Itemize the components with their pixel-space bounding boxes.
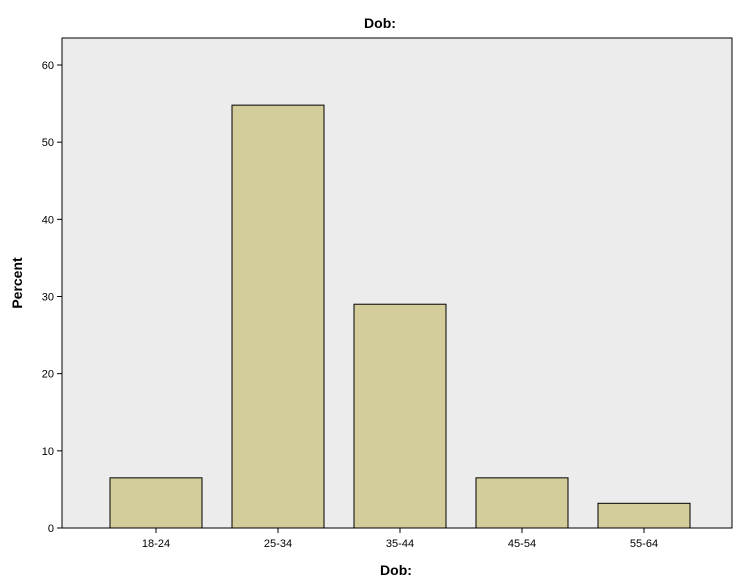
x-tick-label: 18-24 xyxy=(142,538,170,550)
y-tick-label: 60 xyxy=(42,60,54,72)
bar-55-64 xyxy=(597,502,691,529)
bar-35-44 xyxy=(353,303,447,529)
chart-title: Dob: xyxy=(364,15,396,31)
x-axis-ticks: 18-24 25-34 35-44 45-54 55-64 xyxy=(142,528,658,550)
x-tick-label: 45-54 xyxy=(508,538,536,550)
x-axis-label: Dob: xyxy=(380,562,412,578)
bar-45-54 xyxy=(475,477,569,529)
bars-group xyxy=(109,104,691,529)
bar-18-24 xyxy=(109,477,203,529)
bar-25-34 xyxy=(231,104,325,529)
y-tick-label: 0 xyxy=(48,523,54,535)
y-tick-label: 50 xyxy=(42,137,54,149)
y-tick-label: 40 xyxy=(42,214,54,226)
y-axis-label: Percent xyxy=(9,257,25,309)
y-tick-label: 10 xyxy=(42,446,54,458)
y-axis-ticks: 0 10 20 30 40 50 60 xyxy=(42,60,62,535)
x-tick-label: 35-44 xyxy=(386,538,414,550)
y-tick-label: 30 xyxy=(42,292,54,304)
y-tick-label: 20 xyxy=(42,369,54,381)
x-tick-label: 25-34 xyxy=(264,538,292,550)
x-tick-label: 55-64 xyxy=(630,538,658,550)
